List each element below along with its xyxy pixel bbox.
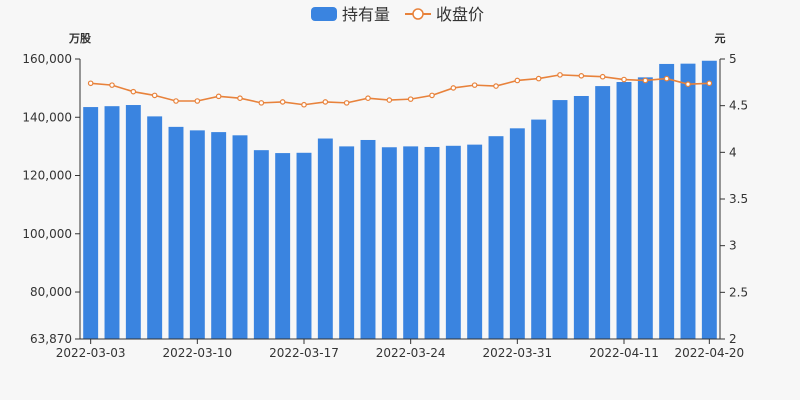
line-point[interactable]: [557, 72, 563, 78]
x-axis-tick-label: 2022-03-31: [482, 346, 552, 360]
line-point[interactable]: [343, 100, 350, 106]
bar[interactable]: [360, 139, 376, 339]
price-line: [90, 74, 710, 106]
line-point[interactable]: [365, 95, 371, 102]
left-axis-tick-label: 63,870: [30, 332, 72, 346]
right-axis-tick-label: 2.5: [729, 285, 748, 299]
line-point[interactable]: [322, 99, 329, 105]
line-point[interactable]: [642, 77, 649, 84]
legend[interactable]: 持有量 收盘价: [311, 5, 484, 24]
x-axis-tick-label: 2022-03-24: [376, 346, 446, 360]
left-axis-unit: 万股: [68, 32, 92, 45]
line-point[interactable]: [151, 92, 158, 99]
bar[interactable]: [232, 135, 248, 339]
line-point[interactable]: [386, 97, 393, 103]
x-axis-tick-label: 2022-04-20: [674, 346, 744, 360]
line-point[interactable]: [514, 77, 521, 84]
x-axis-tick-label: 2022-03-17: [269, 346, 339, 360]
line-point[interactable]: [215, 93, 222, 100]
line-point[interactable]: [173, 98, 179, 104]
line-point[interactable]: [429, 92, 435, 99]
bar-series: [83, 60, 717, 340]
bar[interactable]: [104, 106, 120, 340]
bar[interactable]: [125, 105, 141, 339]
bar[interactable]: [552, 100, 568, 339]
bar[interactable]: [339, 146, 355, 339]
x-axis-tick-label: 2022-03-03: [56, 346, 126, 360]
right-axis: 2 2.5 3 3.5 4 4.5 5: [719, 52, 748, 346]
line-point[interactable]: [706, 80, 713, 87]
bar[interactable]: [445, 145, 461, 339]
line-point[interactable]: [578, 73, 585, 79]
x-axis-tick-label: 2022-03-10: [162, 346, 232, 360]
bar[interactable]: [595, 86, 611, 339]
right-axis-tick-label: 5: [729, 52, 737, 66]
line-series: [87, 72, 713, 108]
bar[interactable]: [403, 146, 419, 339]
bar[interactable]: [488, 136, 504, 339]
bar[interactable]: [659, 63, 675, 339]
bar[interactable]: [275, 153, 291, 339]
right-axis-unit: 元: [715, 32, 726, 45]
line-point[interactable]: [471, 82, 478, 88]
left-axis-tick-label: 80,000: [30, 285, 72, 299]
bar[interactable]: [467, 144, 483, 339]
line-point[interactable]: [493, 83, 499, 89]
bar[interactable]: [189, 130, 205, 339]
right-axis-tick-label: 4: [729, 145, 737, 159]
left-axis: 63,870 80,000 100,000 120,000 140,000 160,000: [22, 52, 81, 346]
left-axis-tick-label: 160,000: [22, 52, 72, 66]
bar[interactable]: [616, 82, 632, 340]
bar[interactable]: [424, 146, 440, 339]
line-point[interactable]: [279, 99, 286, 105]
left-axis-tick-label: 120,000: [22, 169, 72, 183]
bar[interactable]: [680, 63, 696, 340]
bar[interactable]: [317, 138, 333, 339]
legend-line-marker: [412, 8, 424, 20]
left-axis-tick-label: 100,000: [22, 227, 72, 241]
bar[interactable]: [531, 119, 547, 339]
line-point[interactable]: [194, 98, 201, 104]
left-axis-tick-label: 140,000: [22, 110, 72, 124]
bar[interactable]: [381, 147, 397, 339]
legend-line-label: 收盘价: [436, 5, 484, 24]
bar[interactable]: [168, 126, 184, 340]
right-axis-tick-label: 3.5: [729, 192, 748, 206]
x-axis-tick-label: 2022-04-11: [589, 346, 659, 360]
line-point[interactable]: [535, 75, 542, 82]
line-point[interactable]: [109, 82, 115, 88]
line-point[interactable]: [685, 81, 691, 88]
bar[interactable]: [296, 152, 312, 339]
line-point[interactable]: [301, 101, 307, 108]
right-axis-tick-label: 4.5: [729, 99, 748, 113]
line-point[interactable]: [450, 85, 457, 91]
line-point[interactable]: [237, 95, 243, 102]
bar[interactable]: [147, 116, 163, 339]
bar[interactable]: [253, 150, 269, 339]
legend-bar-swatch: [311, 7, 337, 21]
right-axis-tick-label: 3: [729, 239, 737, 253]
bar[interactable]: [573, 95, 589, 339]
line-point[interactable]: [621, 76, 627, 83]
bar[interactable]: [509, 128, 525, 339]
bar[interactable]: [83, 107, 99, 339]
bar[interactable]: [637, 77, 653, 339]
right-axis-tick-label: 2: [729, 332, 737, 346]
bar[interactable]: [701, 60, 717, 340]
line-point[interactable]: [599, 73, 606, 80]
line-point[interactable]: [407, 96, 414, 102]
legend-bar-label: 持有量: [342, 5, 390, 24]
line-point[interactable]: [87, 80, 94, 87]
line-point[interactable]: [663, 75, 670, 82]
line-point[interactable]: [130, 88, 137, 95]
x-axis: 2022-03-03 2022-03-10 2022-03-17 2022-03-24…: [56, 338, 744, 360]
bar[interactable]: [211, 132, 227, 339]
line-point[interactable]: [258, 100, 265, 106]
